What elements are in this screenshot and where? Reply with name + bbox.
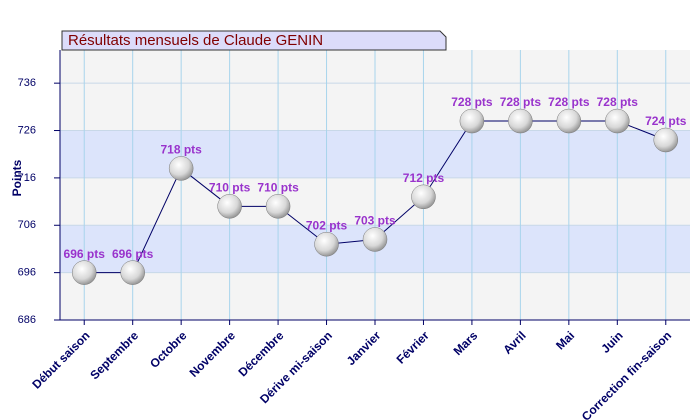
- value-label: 718 pts: [160, 143, 202, 157]
- marker: [605, 108, 630, 134]
- marker: [120, 260, 145, 285]
- y-tick-label: 726: [18, 124, 36, 136]
- value-label: 724 pts: [645, 114, 687, 128]
- value-label: 703 pts: [354, 214, 396, 228]
- value-label: 710 pts: [257, 180, 299, 194]
- y-tick-label: 696: [18, 267, 36, 279]
- x-tick-label: Correction fin-saison: [579, 328, 674, 420]
- x-tick-label: Mars: [451, 328, 481, 358]
- x-tick-label: Octobre: [147, 328, 190, 371]
- value-label: 696 pts: [64, 247, 106, 261]
- value-label: 728 pts: [500, 95, 542, 109]
- value-label: 702 pts: [306, 218, 348, 232]
- marker: [71, 260, 97, 285]
- x-tick-label: Début saison: [29, 328, 92, 391]
- x-tick-label: Décembre: [236, 328, 287, 379]
- marker: [653, 127, 679, 153]
- y-tick-label: 736: [18, 77, 36, 89]
- x-tick-label: Novembre: [187, 328, 239, 380]
- marker: [362, 227, 388, 252]
- marker: [265, 194, 291, 219]
- marker: [411, 184, 436, 210]
- x-tick-label: Février: [394, 328, 432, 366]
- marker: [508, 108, 533, 134]
- value-label: 728 pts: [451, 95, 493, 109]
- title-box: [61, 30, 447, 51]
- x-tick-label: Juin: [598, 328, 625, 355]
- value-label: 712 pts: [403, 171, 445, 185]
- y-tick-label: 686: [18, 314, 36, 326]
- value-label: 710 pts: [209, 180, 251, 194]
- value-label: 728 pts: [548, 95, 590, 109]
- chart-title: Résultats mensuels de Claude GENIN: [68, 32, 323, 49]
- marker: [168, 156, 194, 181]
- value-label: 728 pts: [597, 95, 639, 109]
- marker: [556, 108, 582, 134]
- value-label: 696 pts: [112, 247, 154, 261]
- marker: [459, 108, 485, 134]
- x-tick-label: Mai: [553, 328, 577, 352]
- y-axis-label: Points: [10, 159, 24, 196]
- y-tick-label: 716: [18, 172, 36, 184]
- x-tick-label: Janvier: [344, 328, 384, 368]
- marker: [314, 231, 339, 257]
- y-tick-label: 706: [18, 219, 36, 231]
- x-tick-label: Avril: [500, 328, 528, 356]
- x-tick-label: Septembre: [87, 328, 141, 382]
- marker: [217, 194, 242, 219]
